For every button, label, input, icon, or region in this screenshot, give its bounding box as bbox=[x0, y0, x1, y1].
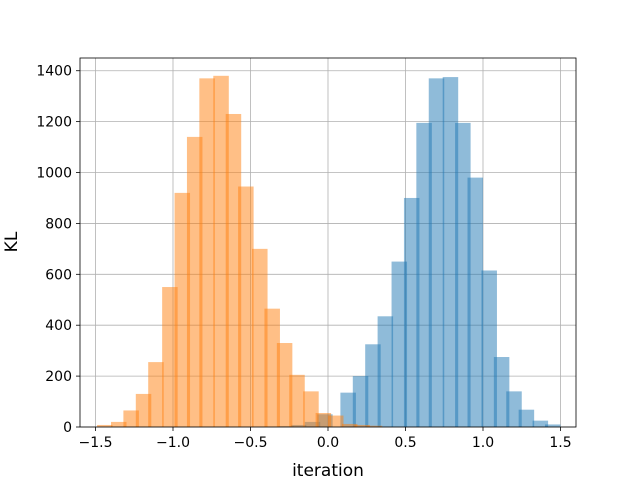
y-tick-label: 0 bbox=[63, 420, 72, 436]
histogram-bar-series-1 bbox=[377, 316, 394, 427]
histogram-bar-series-1 bbox=[518, 409, 535, 427]
histogram-bar-series-1 bbox=[493, 357, 510, 427]
histogram-bar-series-1 bbox=[365, 344, 381, 427]
histogram-bar-series-2 bbox=[225, 113, 242, 427]
x-tick-label: 1.0 bbox=[472, 435, 494, 451]
histogram-bar-series-2 bbox=[303, 391, 319, 427]
y-tick-label: 1400 bbox=[36, 64, 72, 80]
histogram-bar-series-2 bbox=[264, 308, 280, 427]
histogram-bar-series-1 bbox=[416, 122, 432, 428]
y-tick-label: 200 bbox=[45, 369, 72, 385]
histogram-bar-series-2 bbox=[238, 186, 254, 427]
x-tick-label: −1.5 bbox=[79, 435, 113, 451]
x-tick-label: 0.0 bbox=[317, 435, 339, 451]
histogram-bar-series-2 bbox=[97, 424, 113, 427]
x-tick-label: −1.0 bbox=[156, 435, 190, 451]
histogram-bar-series-1 bbox=[467, 177, 483, 427]
histogram-bar-series-2 bbox=[328, 415, 344, 427]
histogram-bar-series-2 bbox=[135, 393, 152, 427]
y-tick-label: 1200 bbox=[36, 115, 72, 131]
x-tick-label: −0.5 bbox=[234, 435, 268, 451]
histogram-bar-series-2 bbox=[186, 136, 203, 427]
histogram-bar-series-2 bbox=[341, 423, 358, 427]
histogram-bar-series-2 bbox=[354, 424, 370, 427]
histogram-bar-series-2 bbox=[148, 362, 164, 427]
histogram-bar-series-2 bbox=[289, 374, 305, 427]
y-tick-label: 600 bbox=[45, 267, 72, 283]
histogram-bar-series-2 bbox=[213, 75, 229, 428]
histogram-bar-series-2 bbox=[162, 287, 178, 427]
histogram-bar-series-1 bbox=[340, 392, 356, 427]
histogram-bar-series-2 bbox=[123, 410, 139, 427]
x-axis-label: iteration bbox=[292, 461, 364, 480]
histogram-bar-series-1 bbox=[455, 122, 471, 428]
histogram-bar-series-1 bbox=[442, 77, 459, 427]
histogram-bar-series-2 bbox=[252, 248, 268, 427]
histogram-bar-series-2 bbox=[315, 413, 332, 427]
y-axis-label: KL bbox=[2, 231, 22, 252]
histogram-bar-series-1 bbox=[428, 78, 445, 428]
x-tick-label: 0.5 bbox=[394, 435, 416, 451]
histogram-bar-series-1 bbox=[481, 270, 497, 427]
histogram-bar-series-1 bbox=[545, 424, 561, 427]
histogram-bar-series-2 bbox=[174, 192, 191, 427]
histogram-bar-series-1 bbox=[352, 376, 369, 427]
histogram-bar-series-1 bbox=[403, 197, 420, 427]
histogram-bar-series-1 bbox=[391, 261, 408, 427]
x-tick-label: 1.5 bbox=[549, 435, 571, 451]
histogram-bar-series-2 bbox=[111, 421, 127, 427]
histogram-bars bbox=[97, 75, 561, 428]
y-tick-label: 800 bbox=[45, 216, 72, 232]
ticks: −1.5 −1.0 −0.5 0.0 0.5 1.0 1.5 0 200 400 600 800 100… bbox=[36, 64, 571, 451]
y-tick-label: 400 bbox=[45, 318, 72, 334]
histogram-bar-series-2 bbox=[366, 425, 383, 427]
histogram-bar-series-1 bbox=[506, 391, 522, 427]
histogram-bar-series-2 bbox=[276, 343, 293, 427]
histogram-bar-series-2 bbox=[199, 78, 215, 428]
histogram-bar-series-1 bbox=[532, 420, 549, 427]
y-tick-label: 1000 bbox=[36, 166, 72, 182]
